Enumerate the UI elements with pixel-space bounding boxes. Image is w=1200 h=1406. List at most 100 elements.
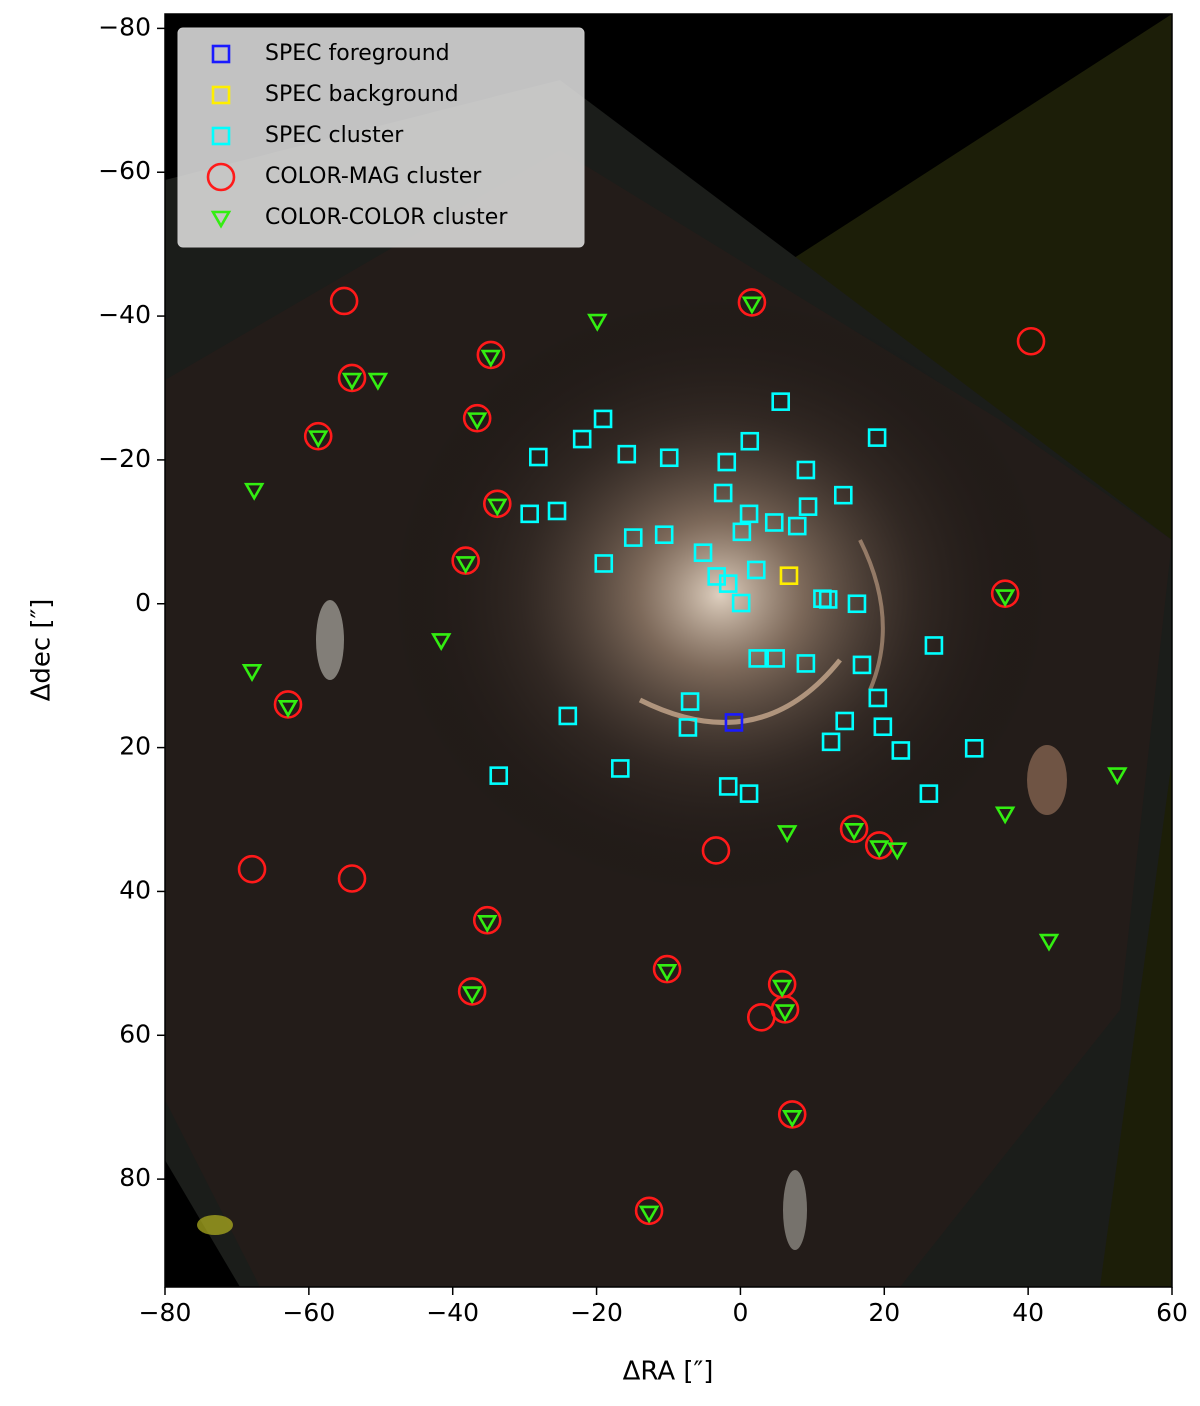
square-marker — [764, 513, 784, 532]
triangle-marker — [771, 979, 793, 998]
y-tick-label: −40 — [98, 300, 151, 329]
legend-label: SPEC foreground — [265, 41, 450, 66]
x-tick-label: 40 — [1012, 1298, 1044, 1327]
square-marker — [891, 741, 911, 760]
square-marker — [529, 447, 548, 467]
square-marker — [867, 428, 887, 447]
triangle-marker — [781, 1109, 803, 1128]
square-marker — [680, 692, 700, 711]
x-tick-label: −60 — [282, 1298, 335, 1327]
square-marker — [211, 85, 231, 105]
square-marker — [211, 126, 231, 146]
square-marker — [924, 636, 944, 655]
square-marker — [821, 732, 841, 752]
square-marker — [731, 593, 751, 613]
y-tick-label: 0 — [135, 588, 151, 617]
square-marker — [678, 718, 698, 737]
y-tick-label: −20 — [98, 444, 151, 473]
square-marker — [739, 784, 759, 803]
circle-marker — [303, 421, 333, 451]
x-tick-label: 60 — [1156, 1298, 1188, 1327]
triangle-marker — [994, 589, 1016, 608]
triangle-marker — [741, 296, 763, 315]
triangle-marker — [466, 412, 488, 431]
circle-marker — [206, 162, 236, 192]
y-tick-label: −60 — [98, 156, 151, 185]
square-marker — [593, 409, 613, 429]
square-marker — [852, 655, 872, 675]
marks-layer — [237, 286, 1128, 1226]
circle-marker — [337, 864, 367, 893]
x-axis-label: ΔRA [″] — [623, 1357, 714, 1387]
square-marker — [732, 522, 752, 542]
square-marker — [572, 429, 592, 449]
triangle-marker — [480, 349, 502, 368]
legend-label: SPEC cluster — [265, 123, 404, 148]
circle-marker — [237, 854, 267, 884]
circle-marker — [483, 489, 512, 519]
square-marker — [489, 766, 509, 785]
triangle-marker — [210, 210, 232, 229]
square-marker — [547, 501, 567, 521]
legend-label: COLOR-MAG cluster — [265, 164, 482, 189]
circle-marker — [1016, 326, 1046, 356]
circle-marker — [462, 403, 492, 433]
square-marker — [796, 460, 816, 480]
square-marker — [740, 431, 760, 451]
circle-marker — [864, 831, 894, 860]
legend-label: COLOR-COLOR cluster — [265, 205, 508, 230]
triangle-marker — [843, 823, 865, 841]
circle-marker — [839, 814, 869, 844]
circle-marker — [652, 954, 682, 984]
x-tick-label: 0 — [732, 1298, 748, 1327]
legend-label: SPEC background — [265, 82, 459, 107]
square-marker — [835, 711, 855, 731]
circle-marker — [476, 340, 506, 370]
triangle-marker — [277, 700, 299, 718]
triangle-marker — [587, 313, 608, 332]
y-tick-label: −80 — [98, 12, 151, 41]
triangle-marker — [307, 430, 329, 449]
triangle-marker — [869, 840, 890, 859]
square-marker — [746, 560, 766, 580]
circle-marker — [337, 363, 367, 393]
square-marker — [771, 392, 791, 411]
square-marker — [796, 654, 816, 673]
triangle-marker — [1038, 933, 1060, 952]
triangle-marker — [367, 372, 389, 391]
square-marker — [766, 649, 785, 668]
x-tick-label: 20 — [868, 1298, 900, 1327]
square-marker — [654, 525, 674, 545]
square-marker — [520, 504, 539, 524]
triangle-marker — [341, 372, 363, 391]
y-axis-label: Δdec [″] — [27, 599, 57, 702]
x-tick-label: −20 — [570, 1298, 623, 1327]
triangle-marker — [455, 556, 476, 575]
square-marker — [558, 706, 578, 726]
square-marker — [611, 759, 630, 778]
square-marker — [798, 497, 818, 516]
triangle-marker — [1107, 767, 1128, 786]
square-marker — [717, 452, 737, 472]
triangle-marker — [656, 963, 678, 982]
triangle-marker — [487, 498, 508, 517]
triangle-marker — [886, 842, 908, 861]
square-marker — [868, 688, 888, 708]
y-tick-label: 80 — [119, 1163, 151, 1192]
triangle-marker — [776, 825, 798, 844]
square-marker — [724, 713, 744, 732]
circle-marker — [770, 995, 800, 1024]
triangle-marker — [430, 633, 452, 652]
square-marker — [818, 590, 838, 609]
y-tick-label: 40 — [119, 875, 151, 904]
triangle-marker — [638, 1205, 660, 1224]
square-marker — [873, 717, 893, 737]
triangle-marker — [774, 1004, 796, 1023]
circle-marker — [737, 288, 767, 317]
plot-frame — [164, 13, 1173, 1288]
square-marker — [594, 554, 614, 573]
square-marker — [919, 784, 939, 803]
x-tick-label: −80 — [139, 1298, 192, 1327]
